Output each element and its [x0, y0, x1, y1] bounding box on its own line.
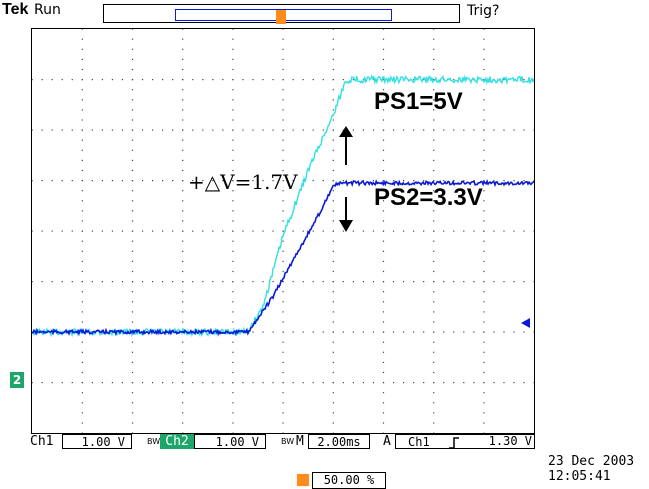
ch2-label[interactable]: Ch2 [160, 434, 194, 449]
up-arrow-icon [339, 126, 353, 165]
waveform-plot [31, 28, 535, 434]
rising-edge-icon [449, 437, 459, 449]
ch1-label[interactable]: Ch1 [30, 434, 54, 449]
trigger-position-marker-icon [297, 474, 309, 486]
trigger-prefix: A [383, 434, 391, 449]
bw-limit-icon: BW [281, 437, 295, 446]
date-stamp: 23 Dec 2003 [548, 454, 635, 469]
ch2-waveform [31, 179, 535, 337]
trigger-position-icon [276, 10, 286, 24]
ch2-scale[interactable]: 1.00 V [194, 434, 266, 449]
ch2-ground-marker-icon[interactable]: 2 [10, 372, 24, 388]
timebase-label: M [296, 434, 304, 449]
trigger-level-icon [521, 318, 530, 328]
ps2-annotation: PS2=3.3V [374, 184, 483, 211]
ps1-annotation: PS1=5V [374, 88, 463, 115]
ch1-scale[interactable]: 1.00 V [62, 434, 132, 449]
trigger-level[interactable]: 1.30 V [488, 434, 532, 448]
trigger-position-value[interactable]: 50.00 % [312, 472, 386, 489]
trigger-source[interactable]: Ch1 [395, 434, 535, 449]
run-state: Run [34, 2, 61, 18]
down-arrow-icon [339, 197, 353, 232]
timebase-value[interactable]: 2.00ms [308, 434, 370, 449]
trigger-state: Trig? [467, 3, 500, 19]
bw-limit-icon: BW [147, 437, 161, 446]
brand-logo: Tek [2, 1, 29, 18]
delta-v-annotation: +△V=1.7V [188, 170, 298, 194]
scope-display [31, 28, 535, 434]
time-stamp: 12:05:41 [548, 469, 611, 484]
